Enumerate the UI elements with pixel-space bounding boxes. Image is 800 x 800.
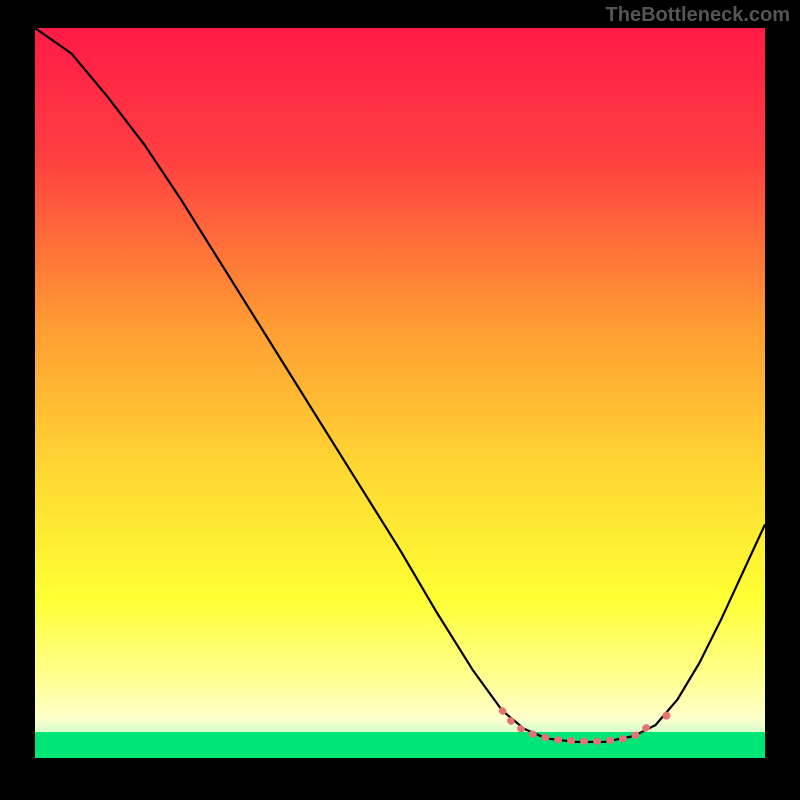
chart-container: TheBottleneck.com xyxy=(0,0,800,800)
optimal-range-marker xyxy=(502,711,647,742)
plot-area xyxy=(35,28,765,758)
curve-layer xyxy=(35,28,765,758)
watermark-text: TheBottleneck.com xyxy=(606,4,790,27)
marker-dot xyxy=(662,712,670,720)
bottleneck-curve xyxy=(35,28,765,742)
